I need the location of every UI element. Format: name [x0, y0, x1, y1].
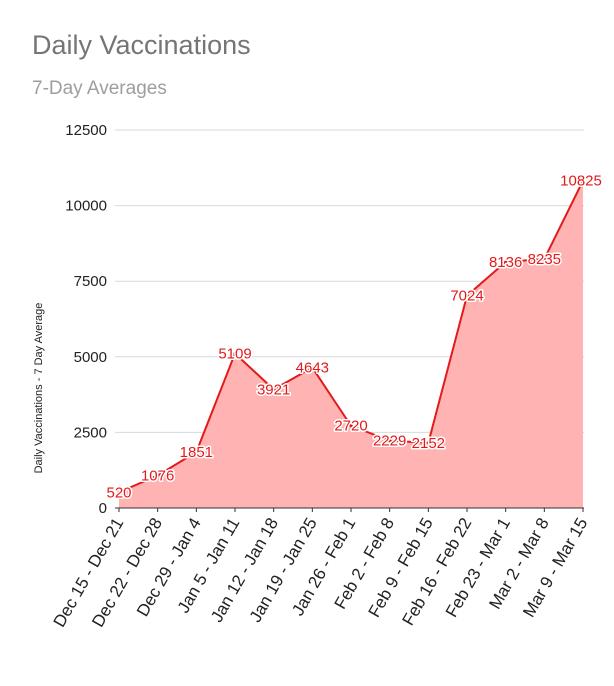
data-label: 8136	[489, 254, 522, 271]
data-point	[272, 387, 276, 391]
data-point	[504, 260, 508, 264]
data-label: 2720	[334, 418, 367, 435]
data-point	[581, 179, 585, 183]
y-tick-label: 2500	[74, 424, 107, 441]
data-label: 1851	[180, 444, 213, 461]
data-point	[349, 424, 353, 428]
series-area-layer	[119, 180, 583, 509]
y-tick-label: 12500	[65, 122, 107, 139]
data-point	[542, 257, 546, 261]
chart-subtitle: 7-Day Averages	[32, 78, 167, 99]
data-label: 4643	[296, 360, 329, 377]
y-tick-label: 10000	[65, 198, 107, 215]
data-labels: 520 1076 1851 5109 3921 4643 2720 2229 2152 7024 8…	[105, 171, 603, 503]
data-point	[194, 450, 198, 454]
data-label: 1076	[141, 467, 174, 484]
chart-title: Daily Vaccinations	[32, 30, 251, 60]
data-point	[388, 439, 392, 443]
data-label: 10825	[560, 173, 602, 190]
data-point	[156, 473, 160, 477]
data-point	[426, 441, 430, 445]
data-point	[117, 490, 121, 494]
series-area	[119, 180, 583, 509]
y-tick-labels: 0 2500 5000 7500 10000 12500	[65, 122, 107, 517]
data-label: 5109	[218, 346, 251, 363]
y-tick-label: 5000	[74, 349, 107, 366]
y-axis-label: Daily Vaccinations - 7 Day Average	[33, 303, 45, 474]
data-label: 2229	[373, 433, 406, 450]
y-tick-label: 0	[99, 500, 107, 517]
data-point	[233, 352, 237, 356]
data-label: 520	[106, 484, 131, 501]
y-tick-label: 7500	[74, 273, 107, 290]
data-label: 2152	[412, 435, 445, 452]
data-point	[310, 366, 314, 370]
data-label: 8235	[528, 251, 561, 268]
data-label: 3921	[257, 381, 290, 398]
data-label: 7024	[450, 288, 483, 305]
data-point	[465, 294, 469, 298]
